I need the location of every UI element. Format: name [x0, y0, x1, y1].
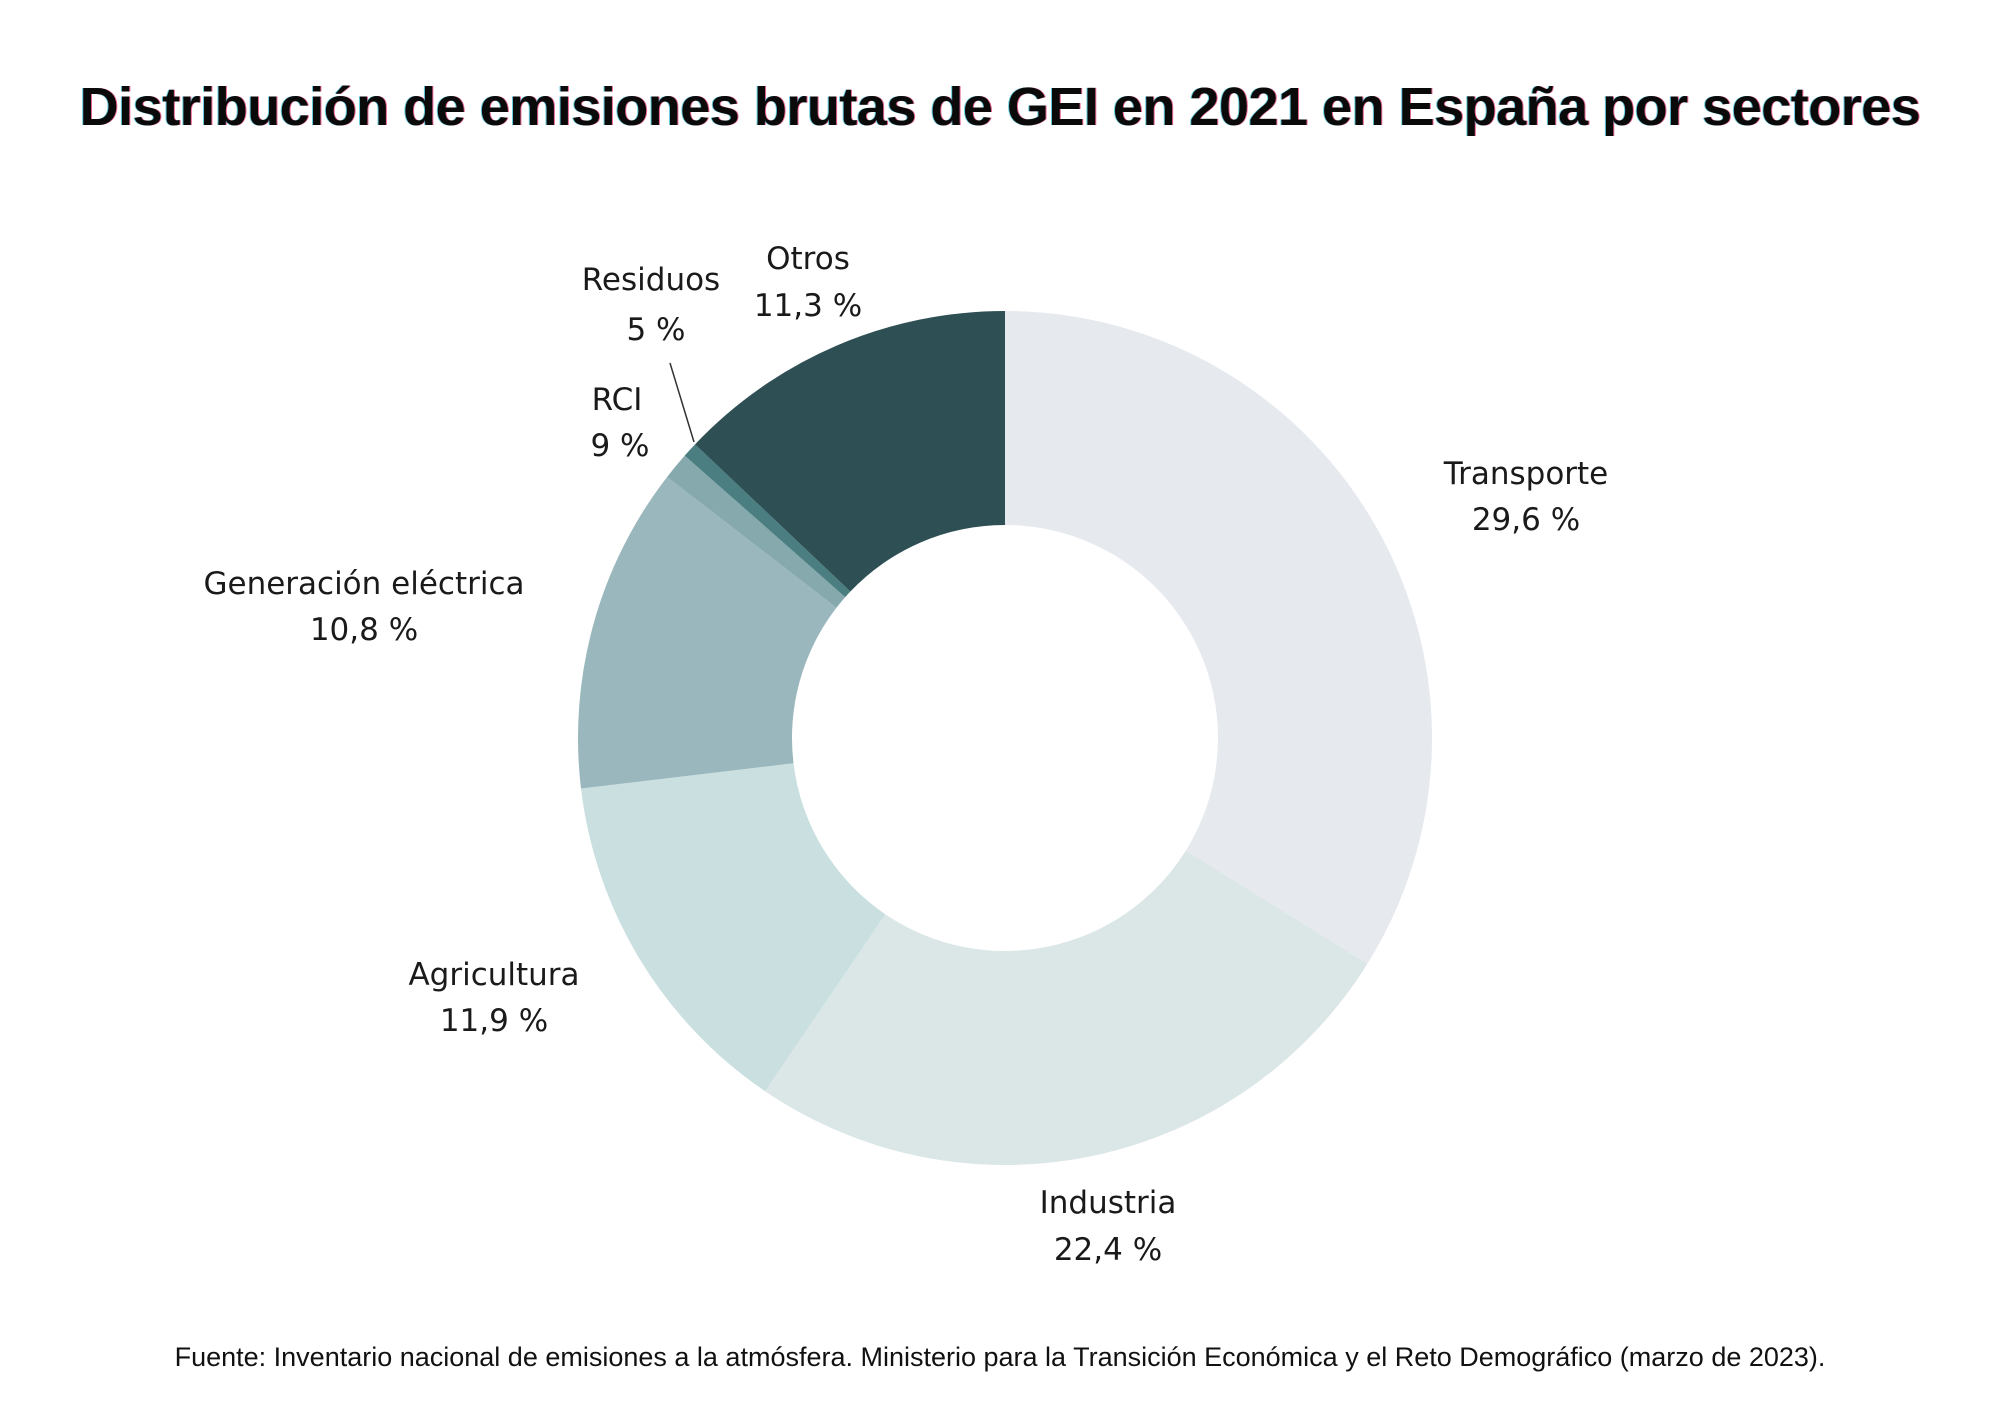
label-otros-value: 11,3 % — [754, 288, 862, 324]
slice-residuos — [684, 444, 851, 598]
label-residuos-name: Residuos — [582, 262, 720, 298]
slice-industria — [765, 850, 1368, 1165]
label-generacion-value: 10,8 % — [310, 612, 418, 648]
chart-title: Distribución de emisiones brutas de GEI … — [79, 77, 1921, 137]
label-residuos-value: 5 % — [626, 312, 685, 348]
slice-transporte — [1005, 311, 1432, 964]
label-rci-value: 9 % — [590, 428, 649, 464]
slice-agricultura — [581, 763, 886, 1092]
label-agricultura-value: 11,9 % — [440, 1003, 548, 1039]
label-transporte-value: 29,6 % — [1472, 502, 1580, 538]
label-industria-name: Industria — [1040, 1185, 1177, 1221]
label-industria-value: 22,4 % — [1054, 1232, 1162, 1268]
residuos-leader-line — [669, 362, 695, 443]
slice-otros — [695, 311, 1005, 592]
label-agricultura-name: Agricultura — [408, 957, 579, 993]
label-transporte-name: Transporte — [1443, 456, 1609, 492]
slice-rci — [667, 455, 846, 608]
source-note: Fuente: Inventario nacional de emisiones… — [174, 1342, 1826, 1372]
label-rci-name: RCI — [592, 382, 643, 418]
slice-generaci-n-el-ctrica — [578, 476, 837, 789]
label-otros-name: Otros — [766, 241, 850, 277]
label-generacion-name: Generación eléctrica — [203, 566, 524, 602]
